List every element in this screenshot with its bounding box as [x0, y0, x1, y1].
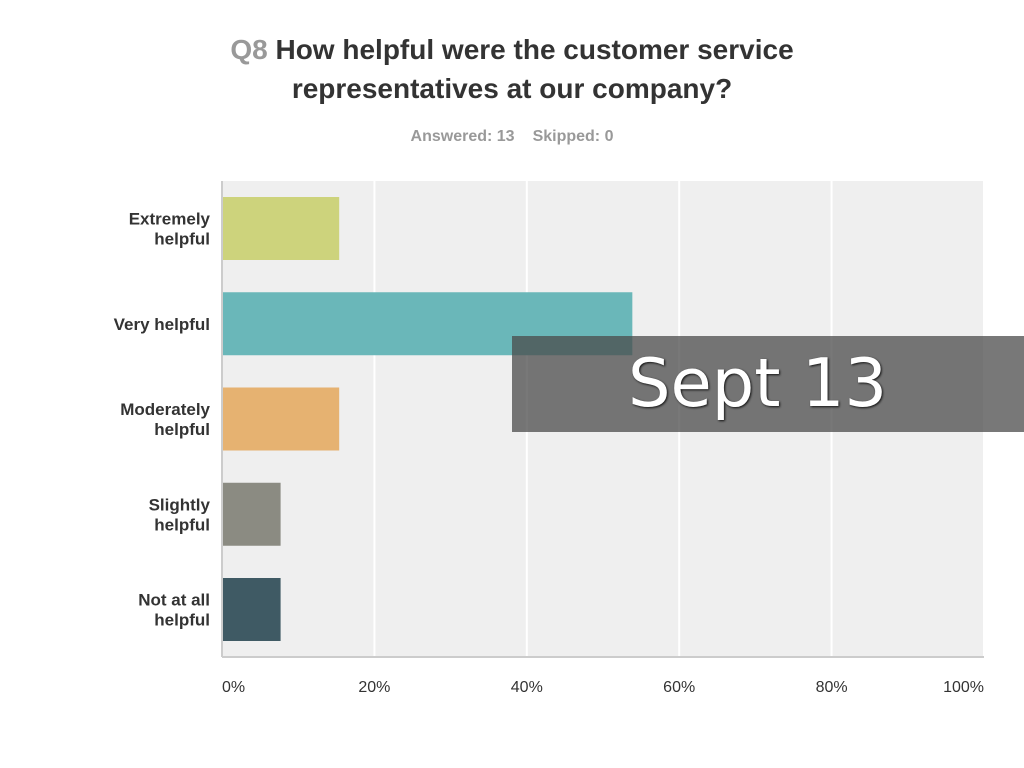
x-tick-label: 60%	[663, 679, 695, 696]
chart-title: Q8 How helpful were the customer service…	[0, 30, 1024, 108]
question-number: Q8	[230, 34, 268, 65]
category-label: Very helpful	[114, 315, 210, 334]
x-tick-label: 20%	[358, 679, 390, 696]
bar	[222, 482, 281, 546]
response-summary: Answered: 13 Skipped: 0	[0, 128, 1024, 146]
category-label-line: helpful	[154, 230, 210, 249]
category-label-line: Very helpful	[114, 315, 210, 334]
x-tick-label: 80%	[816, 679, 848, 696]
category-label-line: Not at all	[138, 591, 210, 610]
answered-count: Answered: 13	[410, 128, 515, 145]
category-label: Moderately helpful	[120, 400, 210, 439]
category-label-line: Moderately	[120, 400, 210, 419]
skipped-count: Skipped: 0	[532, 128, 614, 145]
category-label: Extremely helpful	[129, 210, 211, 249]
x-tick-label: 100%	[943, 679, 984, 696]
date-banner	[512, 336, 1024, 432]
bar	[222, 387, 340, 451]
category-label: Not at all helpful	[138, 591, 210, 630]
bar	[222, 578, 281, 641]
title-line-1: Q8 How helpful were the customer service	[0, 30, 1024, 69]
category-label-line: helpful	[154, 515, 210, 534]
x-tick-label: 0%	[222, 679, 245, 696]
category-label-line: Slightly	[149, 495, 211, 514]
question-text-line-1: How helpful were the customer service	[275, 34, 794, 65]
x-tick-label: 40%	[511, 679, 543, 696]
category-label-line: helpful	[154, 611, 210, 630]
date-banner-text: Sept 13	[628, 344, 888, 422]
category-label-line: helpful	[154, 420, 210, 439]
category-label-line: Extremely	[129, 210, 211, 229]
category-label: Slightly helpful	[149, 495, 211, 534]
bar	[222, 197, 340, 260]
question-text-line-2: representatives at our company?	[291, 73, 733, 104]
